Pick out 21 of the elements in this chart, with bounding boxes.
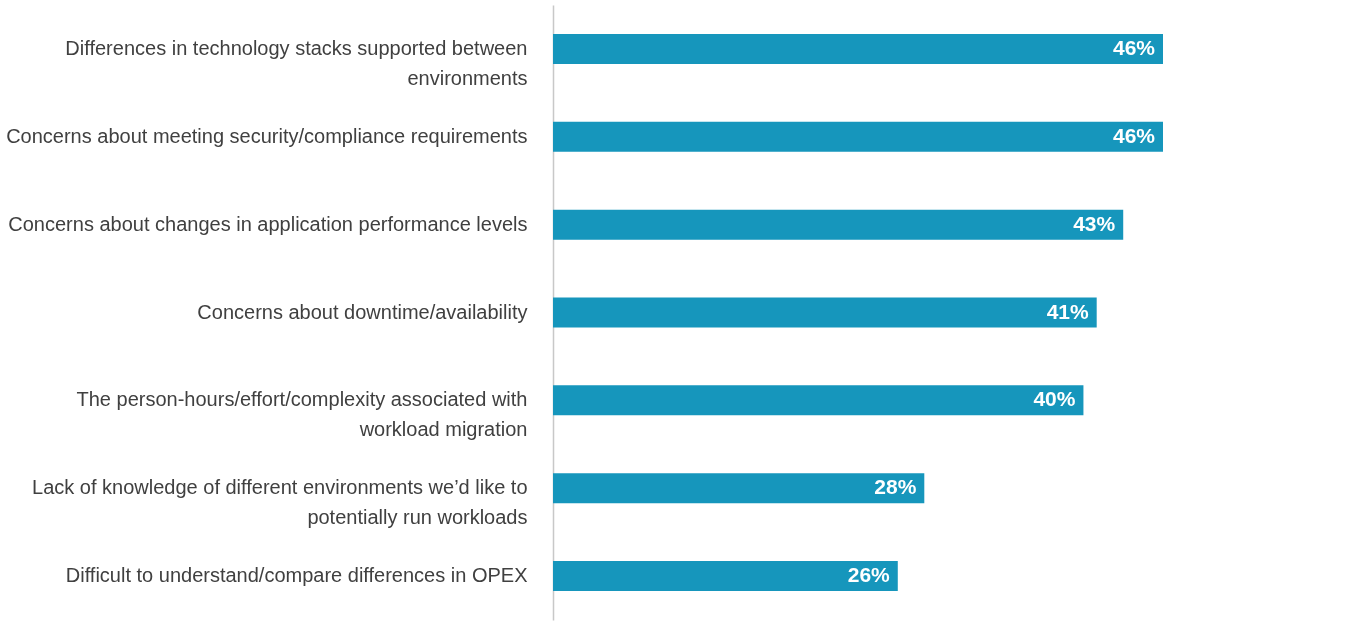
bar [553,121,1163,152]
bar [553,561,898,592]
bar [553,209,1124,240]
data-label: 28% [874,475,917,499]
bar [553,385,1084,416]
data-label: 46% [1112,123,1156,147]
y-tick-label: Differences in technology stacks supported between environments [65,36,528,89]
y-tick-label: Concerns about downtime/availability [197,300,528,323]
data-label: 43% [1073,211,1116,235]
y-tick-label: Concerns about changes in application performance levels [8,212,528,235]
data-label: 46% [1112,35,1156,59]
y-tick-label: Lack of knowledge of different environments we’d like to potentially run workloads [32,476,528,529]
y-tick-label: Concerns about meeting security/compliance requirements [6,124,528,147]
bar [553,297,1097,328]
bar [553,33,1163,64]
y-tick-label: Difficult to understand/compare differences in OPEX [65,564,528,587]
data-label: 26% [847,563,891,587]
y-tick-label: The person-hours/effort/complexity associated with workload migration [76,388,528,441]
data-label: 40% [1033,387,1076,411]
bar [553,473,925,504]
data-label: 41% [1046,299,1090,323]
